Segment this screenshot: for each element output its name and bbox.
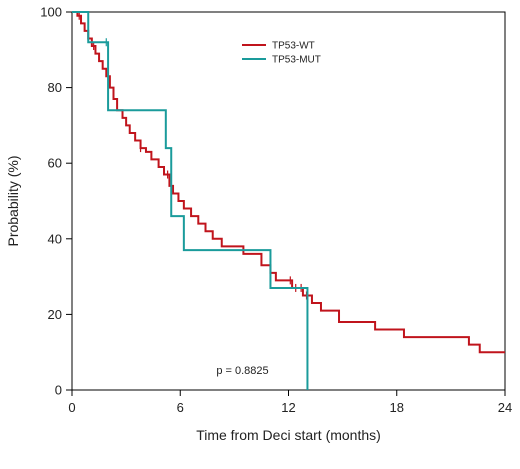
y-axis-label: Probability (%) [5,155,21,246]
x-tick-label: 18 [390,400,404,415]
x-axis-label: Time from Deci start (months) [196,427,381,443]
y-tick-label: 100 [40,5,62,20]
legend: TP53-WT TP53-MUT [242,41,321,66]
y-tick-label: 20 [48,307,62,322]
x-tick-label: 12 [281,400,295,415]
curves [72,11,505,390]
legend-label: TP53-WT [272,41,315,52]
legend-label: TP53-MUT [272,55,321,66]
y-tick-label: 60 [48,156,62,171]
y-tick-label: 0 [55,383,62,398]
p-value-annotation: p = 0.8825 [216,365,268,377]
plot-frame [71,11,506,391]
x-tick-label: 6 [177,400,184,415]
series-line-tp53-mut [72,11,309,390]
x-tick-label: 0 [68,400,75,415]
y-tick-label: 40 [48,231,62,246]
axes: 0 6 12 18 24 0 20 40 60 80 100 [40,5,512,416]
y-tick-label: 80 [48,80,62,95]
x-tick-label: 24 [498,400,512,415]
